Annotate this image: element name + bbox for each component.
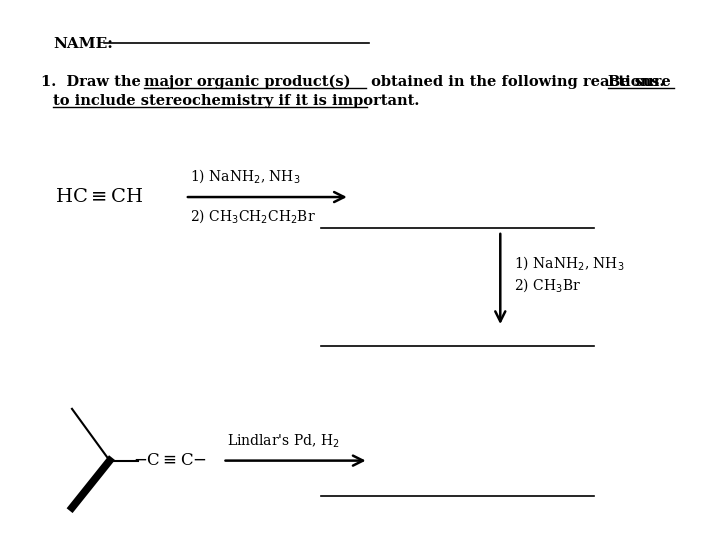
Text: to include stereochemistry if it is important.: to include stereochemistry if it is impo… (53, 93, 419, 107)
Text: 2) CH$_3$CH$_2$CH$_2$Br: 2) CH$_3$CH$_2$CH$_2$Br (190, 207, 316, 225)
Text: 1.  Draw the: 1. Draw the (41, 75, 146, 88)
Text: obtained in the following reactions.: obtained in the following reactions. (366, 75, 669, 88)
Text: 2) CH$_3$Br: 2) CH$_3$Br (515, 277, 582, 295)
Text: 1) NaNH$_2$, NH$_3$: 1) NaNH$_2$, NH$_3$ (515, 254, 625, 272)
Text: $-$C$\equiv$C$-$: $-$C$\equiv$C$-$ (133, 452, 207, 469)
Text: major organic product(s): major organic product(s) (145, 75, 351, 89)
Text: Be sure: Be sure (608, 75, 670, 88)
Text: 1) NaNH$_2$, NH$_3$: 1) NaNH$_2$, NH$_3$ (190, 167, 300, 185)
Text: NAME:: NAME: (53, 37, 113, 51)
Text: HC$\equiv$CH: HC$\equiv$CH (55, 188, 144, 206)
Text: Lindlar's Pd, H$_2$: Lindlar's Pd, H$_2$ (228, 433, 340, 450)
